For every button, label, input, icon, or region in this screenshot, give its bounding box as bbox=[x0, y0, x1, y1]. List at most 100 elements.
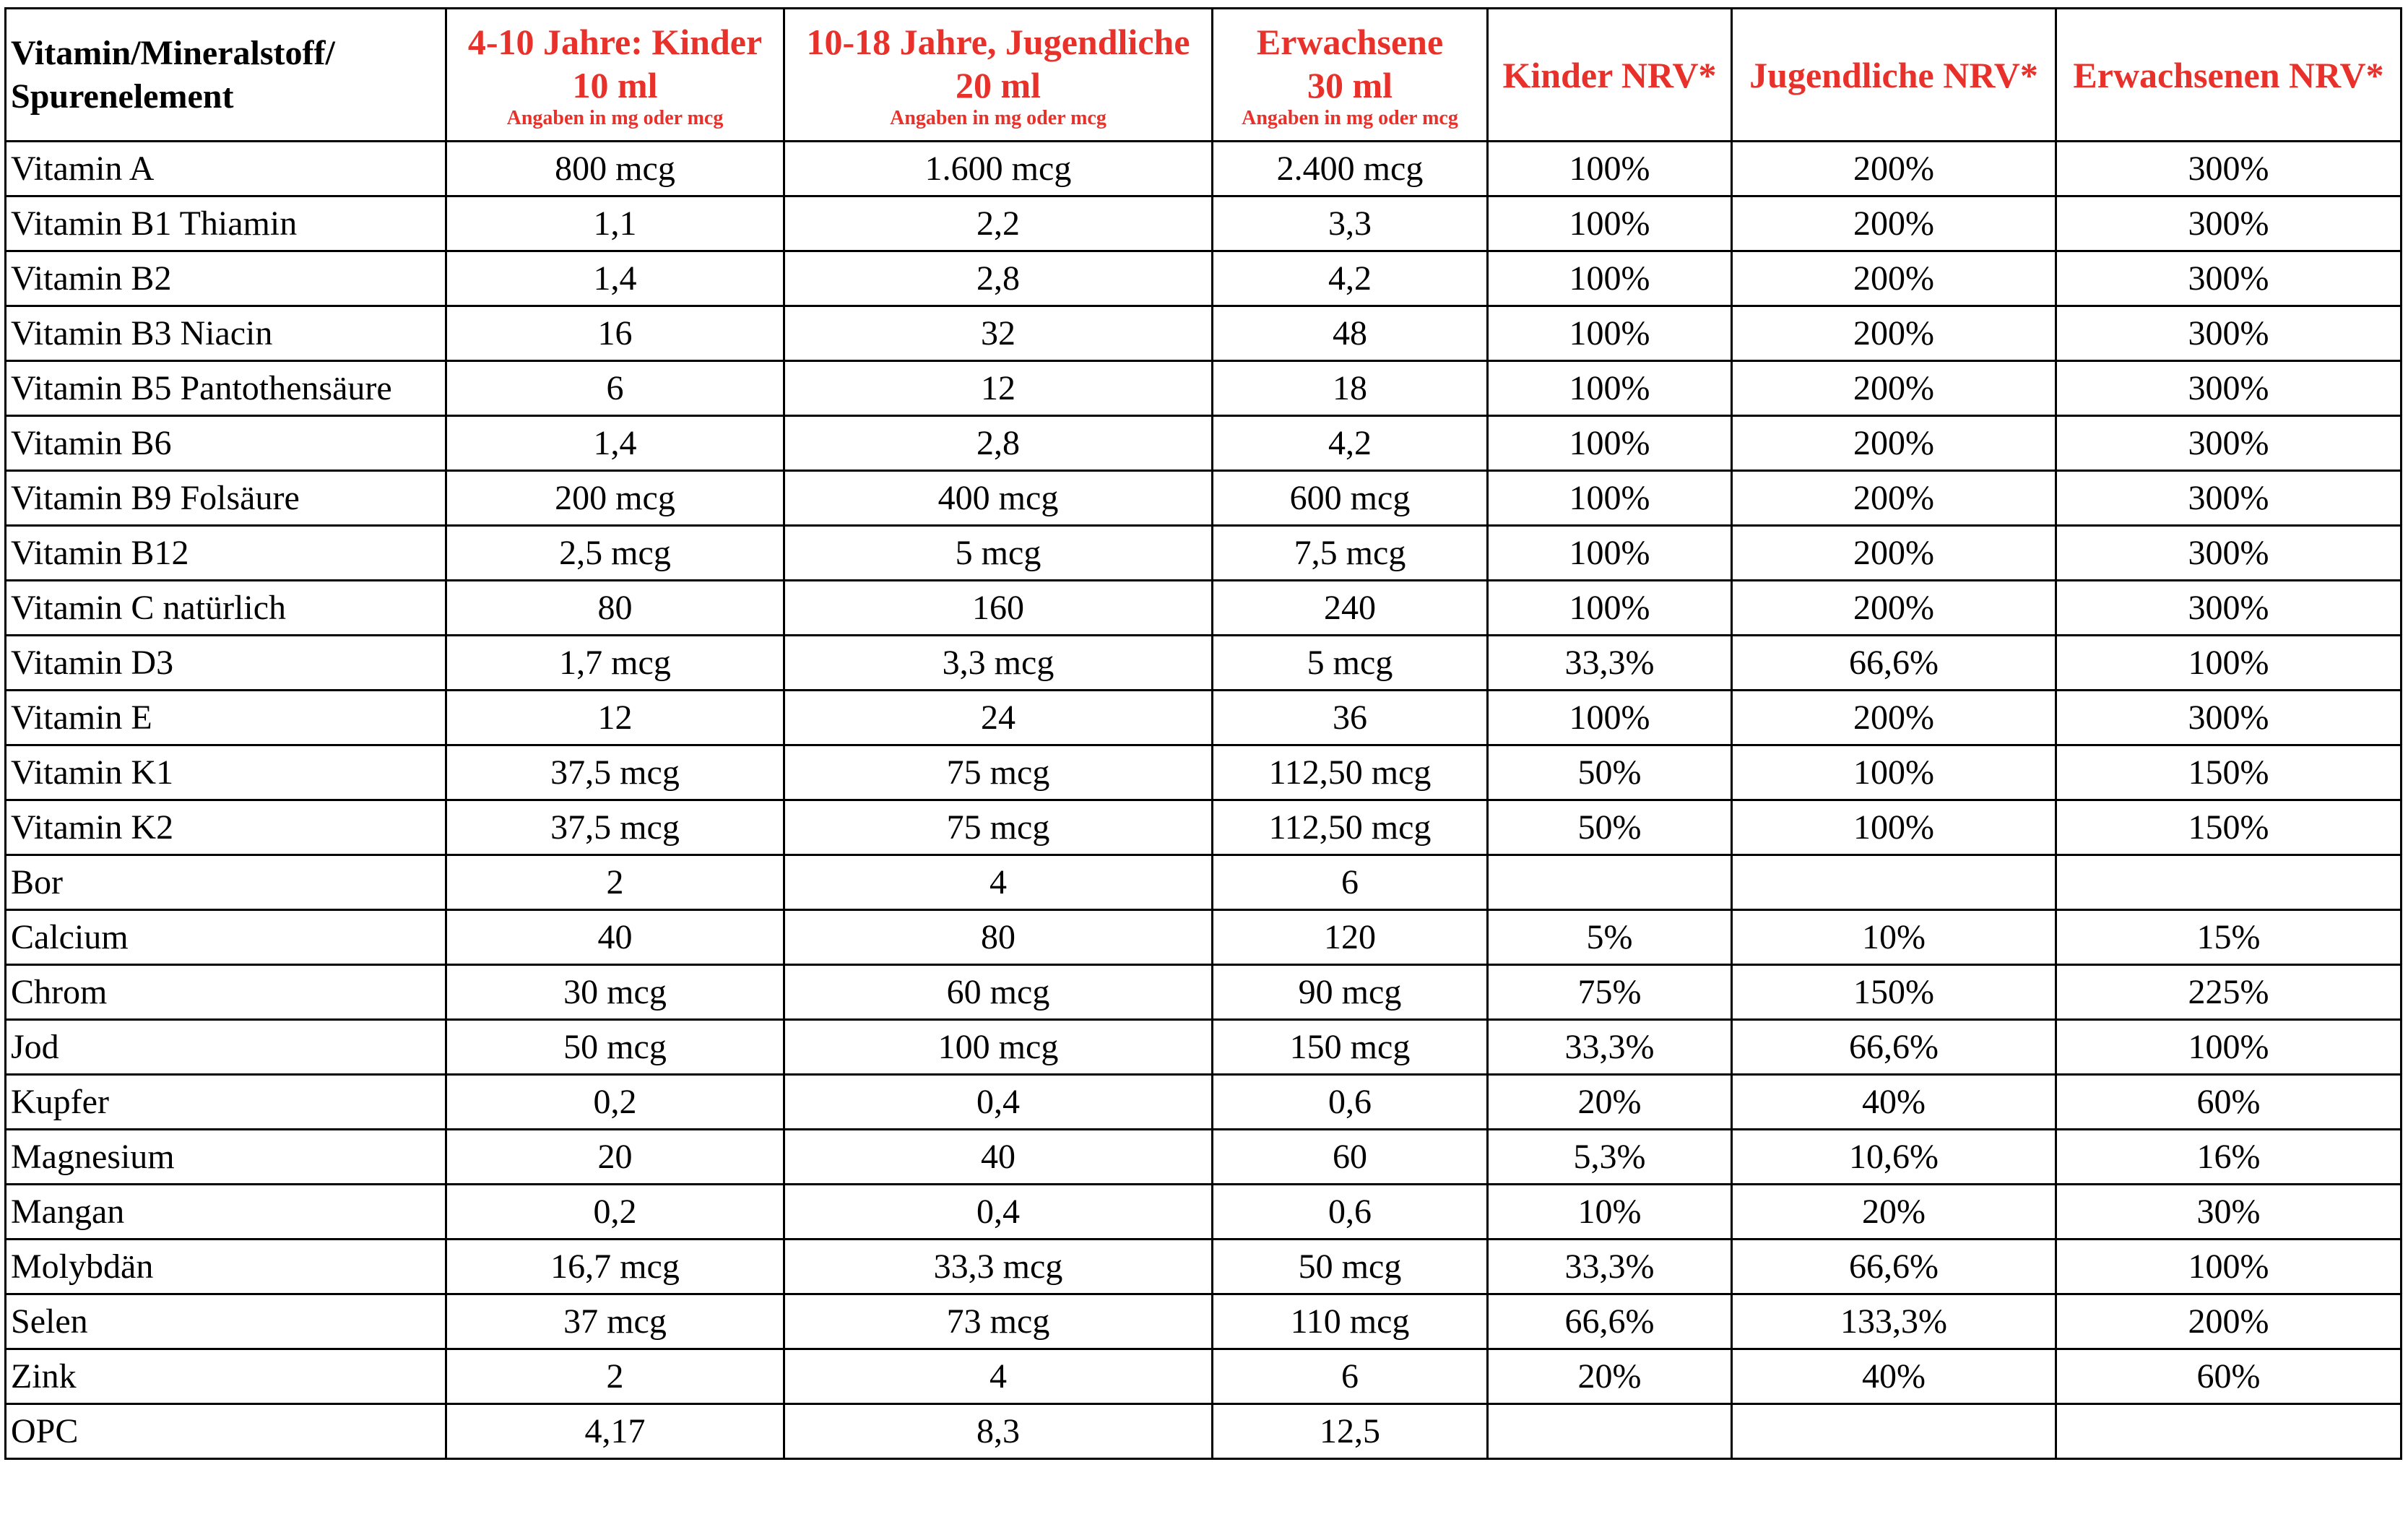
cell: 200 mcg bbox=[445, 470, 785, 527]
cell: 200% bbox=[1731, 250, 2057, 307]
cell bbox=[1486, 1403, 1733, 1460]
table-row: Vitamin B12 2,5 mcg 5 mcg 7,5 mcg 100% 200% 30… bbox=[4, 524, 2402, 581]
cell: 75 mcg bbox=[783, 744, 1213, 801]
cell: 40 bbox=[445, 909, 785, 966]
cell: 73 mcg bbox=[783, 1293, 1213, 1350]
cell: 12 bbox=[445, 689, 785, 746]
row-label: Vitamin B1 Thiamin bbox=[4, 195, 447, 252]
cell: 37,5 mcg bbox=[445, 799, 785, 856]
cell bbox=[1731, 1403, 2057, 1460]
cell: 20% bbox=[1486, 1348, 1733, 1405]
cell bbox=[2055, 854, 2402, 911]
row-label: OPC bbox=[4, 1403, 447, 1460]
cell: 30% bbox=[2055, 1183, 2402, 1240]
cell: 12 bbox=[783, 360, 1213, 417]
header-cell: 4-10 Jahre: Kinder 10 ml Angaben in mg ode… bbox=[445, 7, 785, 142]
header-note: Angaben in mg oder mcg bbox=[506, 106, 724, 129]
cell: 240 bbox=[1211, 579, 1489, 636]
cell: 50 mcg bbox=[1211, 1238, 1489, 1295]
cell bbox=[2055, 1403, 2402, 1460]
nutrient-table: Vitamin/Mineralstoff/Spurenelement 4-10 J… bbox=[4, 7, 2402, 1460]
cell: 30 mcg bbox=[445, 964, 785, 1021]
cell: 200% bbox=[2055, 1293, 2402, 1350]
cell: 300% bbox=[2055, 195, 2402, 252]
cell: 100% bbox=[1486, 305, 1733, 362]
cell: 100% bbox=[1486, 360, 1733, 417]
header-line: 20 ml bbox=[955, 64, 1041, 105]
cell: 0,4 bbox=[783, 1183, 1213, 1240]
cell: 3,3 bbox=[1211, 195, 1489, 252]
row-label: Vitamin B12 bbox=[4, 524, 447, 581]
header-cell: 10-18 Jahre, Jugendliche 20 ml Angaben in … bbox=[783, 7, 1213, 142]
cell: 112,50 mcg bbox=[1211, 799, 1489, 856]
cell: 110 mcg bbox=[1211, 1293, 1489, 1350]
cell: 100% bbox=[1486, 524, 1733, 581]
cell: 24 bbox=[783, 689, 1213, 746]
row-label: Calcium bbox=[4, 909, 447, 966]
row-label: Selen bbox=[4, 1293, 447, 1350]
cell: 5,3% bbox=[1486, 1128, 1733, 1185]
cell: 33,3% bbox=[1486, 1238, 1733, 1295]
table-row: Vitamin B2 1,4 2,8 4,2 100% 200% 300% bbox=[4, 250, 2402, 307]
row-label: Mangan bbox=[4, 1183, 447, 1240]
cell: 300% bbox=[2055, 524, 2402, 581]
row-label: Magnesium bbox=[4, 1128, 447, 1185]
header-cell: Kinder NRV* bbox=[1486, 7, 1733, 142]
header-row: Vitamin/Mineralstoff/Spurenelement 4-10 J… bbox=[4, 7, 2402, 142]
cell: 400 mcg bbox=[783, 470, 1213, 527]
cell: 60% bbox=[2055, 1348, 2402, 1405]
row-label: Vitamin K1 bbox=[4, 744, 447, 801]
cell: 80 bbox=[445, 579, 785, 636]
cell: 6 bbox=[1211, 854, 1489, 911]
cell: 300% bbox=[2055, 470, 2402, 527]
row-label: Vitamin B3 Niacin bbox=[4, 305, 447, 362]
header-note: Angaben in mg oder mcg bbox=[1242, 106, 1458, 129]
header-cell: Erwachsene 30 ml Angaben in mg oder mcg bbox=[1211, 7, 1489, 142]
cell: 100% bbox=[1486, 579, 1733, 636]
header-line: 10-18 Jahre, Jugendliche bbox=[806, 21, 1190, 62]
cell: 4 bbox=[783, 1348, 1213, 1405]
cell: 100 mcg bbox=[783, 1018, 1213, 1076]
cell: 200% bbox=[1731, 524, 2057, 581]
cell: 16,7 mcg bbox=[445, 1238, 785, 1295]
cell: 12,5 bbox=[1211, 1403, 1489, 1460]
cell: 37 mcg bbox=[445, 1293, 785, 1350]
row-label: Kupfer bbox=[4, 1073, 447, 1130]
cell: 1,4 bbox=[445, 415, 785, 472]
table-row: Vitamin C natürlich 80 160 240 100% 200% 300% bbox=[4, 579, 2402, 636]
cell: 200% bbox=[1731, 195, 2057, 252]
cell: 33,3% bbox=[1486, 1018, 1733, 1076]
cell: 133,3% bbox=[1731, 1293, 2057, 1350]
cell: 66,6% bbox=[1731, 1018, 2057, 1076]
header-line: 4-10 Jahre: Kinder bbox=[467, 21, 763, 62]
cell: 16 bbox=[445, 305, 785, 362]
header-line: Erwachsene bbox=[1256, 21, 1444, 62]
cell: 150% bbox=[1731, 964, 2057, 1021]
cell: 300% bbox=[2055, 415, 2402, 472]
cell: 0,6 bbox=[1211, 1183, 1489, 1240]
cell: 50% bbox=[1486, 799, 1733, 856]
table-row: Vitamin K1 37,5 mcg 75 mcg 112,50 mcg 50% 100… bbox=[4, 744, 2402, 801]
cell: 48 bbox=[1211, 305, 1489, 362]
table-row: OPC 4,17 8,3 12,5 bbox=[4, 1403, 2402, 1460]
cell: 7,5 mcg bbox=[1211, 524, 1489, 581]
table-row: Vitamin B9 Folsäure 200 mcg 400 mcg 600 mcg… bbox=[4, 470, 2402, 527]
cell: 33,3 mcg bbox=[783, 1238, 1213, 1295]
table-row: Vitamin E 12 24 36 100% 200% 300% bbox=[4, 689, 2402, 746]
cell: 100% bbox=[2055, 634, 2402, 691]
cell: 160 bbox=[783, 579, 1213, 636]
table-row: Vitamin B3 Niacin 16 32 48 100% 200% 300% bbox=[4, 305, 2402, 362]
cell: 100% bbox=[1731, 799, 2057, 856]
cell: 20% bbox=[1486, 1073, 1733, 1130]
cell: 20 bbox=[445, 1128, 785, 1185]
header-cell: Erwachsenen NRV* bbox=[2055, 7, 2402, 142]
cell: 800 mcg bbox=[445, 140, 785, 197]
cell: 200% bbox=[1731, 579, 2057, 636]
cell: 0,6 bbox=[1211, 1073, 1489, 1130]
header-line: Jugendliche NRV* bbox=[1749, 54, 2038, 95]
cell: 40 bbox=[783, 1128, 1213, 1185]
table-row: Bor 2 4 6 bbox=[4, 854, 2402, 911]
cell: 4,2 bbox=[1211, 415, 1489, 472]
